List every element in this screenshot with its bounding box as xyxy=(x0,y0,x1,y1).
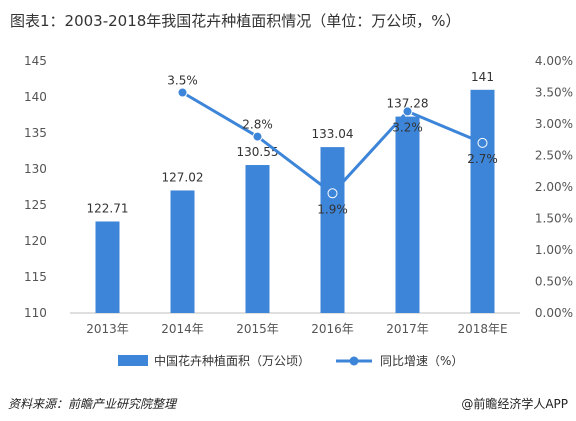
bar xyxy=(470,89,495,313)
legend-swatch-bars xyxy=(118,355,148,366)
y-right-tick-label: 3.00% xyxy=(535,117,573,131)
growth-point xyxy=(252,131,263,142)
y-left-tick-label: 120 xyxy=(24,234,47,248)
y-left-tick-label: 145 xyxy=(24,54,47,68)
bar xyxy=(95,221,120,313)
legend-label-bars: 中国花卉种植面积（万公顷） xyxy=(154,353,310,368)
y-left-tick-label: 130 xyxy=(24,162,47,176)
bar-data-label: 122.71 xyxy=(87,201,129,215)
growth-data-label: 2.7% xyxy=(467,152,498,166)
bar-data-label: 127.02 xyxy=(162,170,204,184)
y-right-tick-label: 0.50% xyxy=(535,275,573,289)
legend-swatch-marker xyxy=(349,356,359,366)
bar-data-label: 133.04 xyxy=(312,127,354,141)
bar-data-label: 130.55 xyxy=(237,145,279,159)
y-right-tick-label: 0.00% xyxy=(535,306,573,320)
chart-title: 图表1：2003-2018年我国花卉种植面积情况（单位：万公顷，%） xyxy=(10,12,461,30)
y-right-tick-label: 2.00% xyxy=(535,180,573,194)
bar xyxy=(245,165,270,313)
bar-data-label: 141 xyxy=(471,70,494,84)
bar-data-label: 137.28 xyxy=(387,97,429,111)
y-right-tick-label: 1.00% xyxy=(535,243,573,257)
y-left-tick-label: 135 xyxy=(24,126,47,140)
growth-data-label: 1.9% xyxy=(317,202,348,216)
y-right-tick-label: 4.00% xyxy=(535,54,573,68)
x-tick-label: 2015年 xyxy=(236,322,279,336)
growth-data-label: 2.8% xyxy=(242,118,273,132)
brand-credit: @前瞻经济学人APP xyxy=(461,397,568,411)
growth-data-label: 3.2% xyxy=(392,120,423,134)
bar xyxy=(395,116,420,313)
y-left-tick-label: 115 xyxy=(24,270,47,284)
growth-point xyxy=(402,106,413,117)
y-left-tick-label: 140 xyxy=(24,90,47,104)
y-left-tick-label: 125 xyxy=(24,198,47,212)
source-note: 资料来源：前瞻产业研究院整理 xyxy=(8,397,177,411)
growth-point xyxy=(177,87,188,98)
y-right-tick-label: 1.50% xyxy=(535,212,573,226)
growth-point xyxy=(327,188,338,199)
growth-data-label: 3.5% xyxy=(167,74,198,88)
bar xyxy=(170,190,195,313)
bar xyxy=(320,147,345,313)
x-tick-label: 2017年 xyxy=(386,322,429,336)
legend-label-line: 同比增速（%） xyxy=(380,354,463,368)
x-tick-label: 2016年 xyxy=(311,322,354,336)
x-tick-label: 2014年 xyxy=(161,322,204,336)
x-tick-label: 2018年E xyxy=(457,322,507,336)
chart: 110 115 120 125 130 135 140 145 0.00% 0.50% 1.00% 1… xyxy=(24,54,573,368)
y-right-tick-label: 2.50% xyxy=(535,149,573,163)
growth-point xyxy=(477,137,488,148)
x-tick-label: 2013年 xyxy=(86,322,129,336)
y-left-tick-label: 110 xyxy=(24,306,47,320)
y-right-tick-label: 3.50% xyxy=(535,86,573,100)
